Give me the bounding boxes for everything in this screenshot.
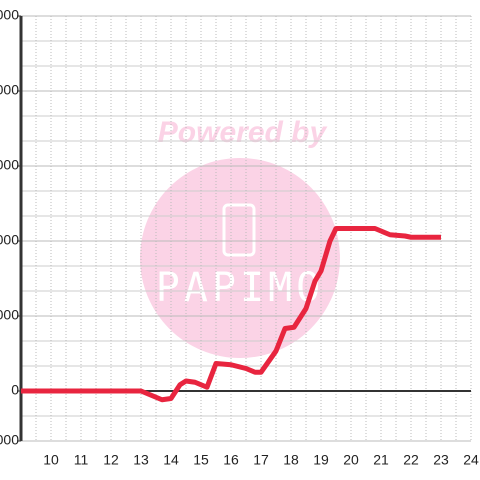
x-tick-label: 22 <box>403 452 419 468</box>
x-tick-label: 11 <box>74 452 89 468</box>
y-tick-label: 0 <box>11 382 19 398</box>
x-tick-label: 17 <box>253 452 269 468</box>
logo-text: PAPIMO <box>156 265 325 311</box>
x-tick-label: 10 <box>43 452 59 468</box>
x-tick-label: 14 <box>163 452 179 468</box>
watermark-text: Powered by <box>158 116 328 149</box>
y-tick-label: 60,000 <box>0 232 19 248</box>
y-tick-label: 150,000 <box>0 7 19 23</box>
y-tick-label: -20,000 <box>0 432 19 448</box>
x-tick-label: 18 <box>283 452 299 468</box>
y-tick-label: 90,000 <box>0 157 19 173</box>
logo-phone <box>222 203 256 257</box>
x-tick-label: 24 <box>463 452 479 468</box>
watermark: Powered by PAPIMO <box>140 116 340 358</box>
y-tick-label: 120,000 <box>0 82 19 98</box>
x-tick-label: 19 <box>313 452 329 468</box>
series-line <box>21 226 441 403</box>
x-tick-label: 23 <box>433 452 449 468</box>
x-tick-label: 12 <box>103 452 119 468</box>
x-tick-label: 21 <box>373 452 389 468</box>
x-tick-label: 20 <box>343 452 359 468</box>
x-tick-label: 13 <box>133 452 149 468</box>
logo-circle <box>140 158 340 358</box>
y-tick-label: 30,000 <box>0 307 19 323</box>
x-tick-label: 15 <box>193 452 209 468</box>
x-tick-label: 16 <box>223 452 239 468</box>
